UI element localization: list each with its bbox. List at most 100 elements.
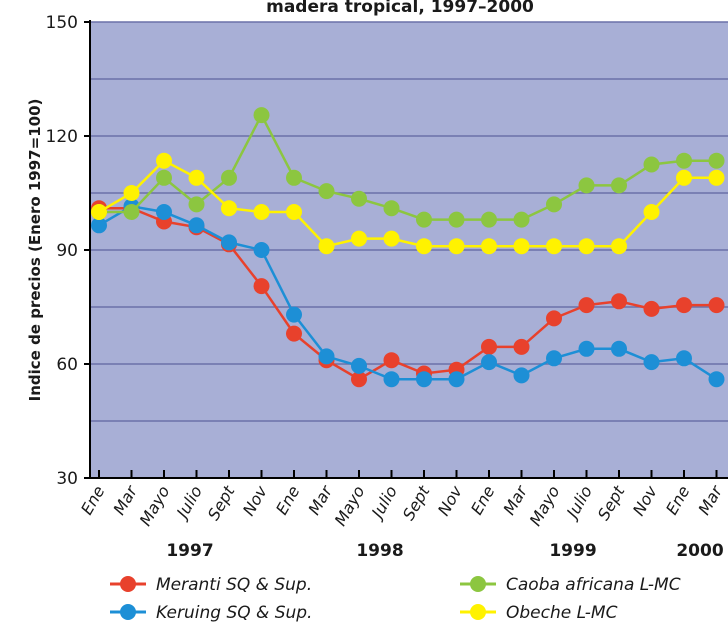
legend-label: Obeche L-MC [506, 603, 618, 623]
data-point [188, 196, 205, 213]
data-point [253, 204, 270, 220]
data-point [546, 350, 562, 367]
x-tick-label: Mayo [136, 482, 174, 529]
data-point [708, 169, 725, 186]
x-tick-label: Mar [499, 481, 531, 518]
data-point [188, 169, 205, 186]
legend-marker [120, 576, 136, 592]
data-point [481, 238, 497, 255]
year-label: 1999 [549, 541, 596, 561]
y-tick-label: 60 [56, 355, 78, 375]
data-point [643, 354, 660, 371]
data-point [578, 340, 595, 357]
x-tick-label: Mayo [526, 482, 564, 529]
data-point [578, 297, 595, 314]
y-axis-label: Indice de precios (Enero 1997=100) [26, 99, 44, 402]
x-tick-label: Mar [109, 481, 141, 518]
data-point [221, 200, 237, 217]
data-point [383, 230, 400, 247]
data-point [708, 297, 725, 314]
data-point [448, 211, 465, 228]
data-point [351, 190, 367, 207]
data-point [676, 350, 692, 367]
year-label: 1997 [166, 541, 213, 561]
x-tick-label: Julio [366, 482, 401, 523]
data-point [253, 107, 270, 124]
data-point [383, 200, 400, 217]
data-point [481, 354, 497, 371]
data-point [318, 348, 335, 365]
data-point [676, 152, 692, 169]
data-point [253, 242, 270, 258]
x-tick-label: Sept [594, 482, 629, 524]
data-point [156, 204, 172, 220]
data-point [708, 371, 725, 388]
x-tick-label: Nov [434, 482, 466, 519]
data-point [546, 310, 562, 327]
data-point [546, 238, 562, 255]
y-tick-label: 150 [46, 13, 78, 33]
x-tick-label: Ene [272, 482, 304, 518]
x-tick-label: Julio [171, 482, 206, 523]
data-point [286, 169, 302, 186]
data-point [513, 367, 530, 384]
data-point [643, 300, 660, 317]
data-point [416, 371, 432, 388]
data-point [578, 238, 595, 255]
data-point [286, 306, 302, 323]
data-point [351, 357, 367, 374]
x-tick-label: Sept [204, 482, 239, 524]
data-point [611, 293, 627, 310]
data-point [643, 156, 660, 173]
legend-marker [470, 576, 486, 592]
data-point [416, 238, 432, 255]
data-point [318, 183, 335, 200]
data-point [156, 152, 172, 169]
data-point [253, 278, 270, 295]
legend-marker [470, 604, 486, 620]
series [91, 107, 725, 228]
x-tick-label: Ene [77, 482, 109, 518]
data-point [611, 238, 627, 255]
data-point [611, 340, 627, 357]
series [91, 198, 725, 388]
data-point [123, 185, 140, 201]
data-point [513, 211, 530, 228]
data-point [351, 371, 367, 388]
data-point [91, 204, 107, 220]
data-point [286, 204, 302, 220]
y-tick-label: 120 [46, 127, 78, 147]
x-tick-label: Mar [304, 481, 336, 518]
x-tick-label: Sept [399, 482, 434, 524]
data-point [448, 371, 465, 388]
x-tick-label: Mar [694, 481, 726, 518]
data-point [578, 177, 595, 194]
year-label: 2000 [676, 541, 723, 561]
data-point [91, 217, 107, 234]
y-tick-label: 90 [56, 241, 78, 261]
data-point [188, 217, 205, 234]
data-point [481, 338, 497, 355]
data-point [643, 204, 660, 220]
data-point [611, 177, 627, 194]
data-point [481, 211, 497, 228]
series [91, 152, 725, 255]
data-point [416, 211, 432, 228]
data-point [123, 204, 140, 220]
data-point [383, 371, 400, 388]
data-point [318, 238, 335, 255]
data-point [513, 238, 530, 255]
x-tick-label: Ene [662, 482, 694, 518]
y-tick-label: 30 [56, 469, 78, 489]
x-tick-label: Nov [629, 482, 661, 519]
x-tick-label: Ene [467, 482, 499, 518]
data-point [221, 169, 237, 186]
data-point [286, 325, 302, 342]
data-point [351, 230, 367, 247]
data-point [383, 352, 400, 369]
legend-label: Caoba africana L-MC [506, 575, 681, 595]
legend-label: Meranti SQ & Sup. [156, 575, 312, 595]
data-point [708, 152, 725, 169]
legend-marker [120, 604, 136, 620]
